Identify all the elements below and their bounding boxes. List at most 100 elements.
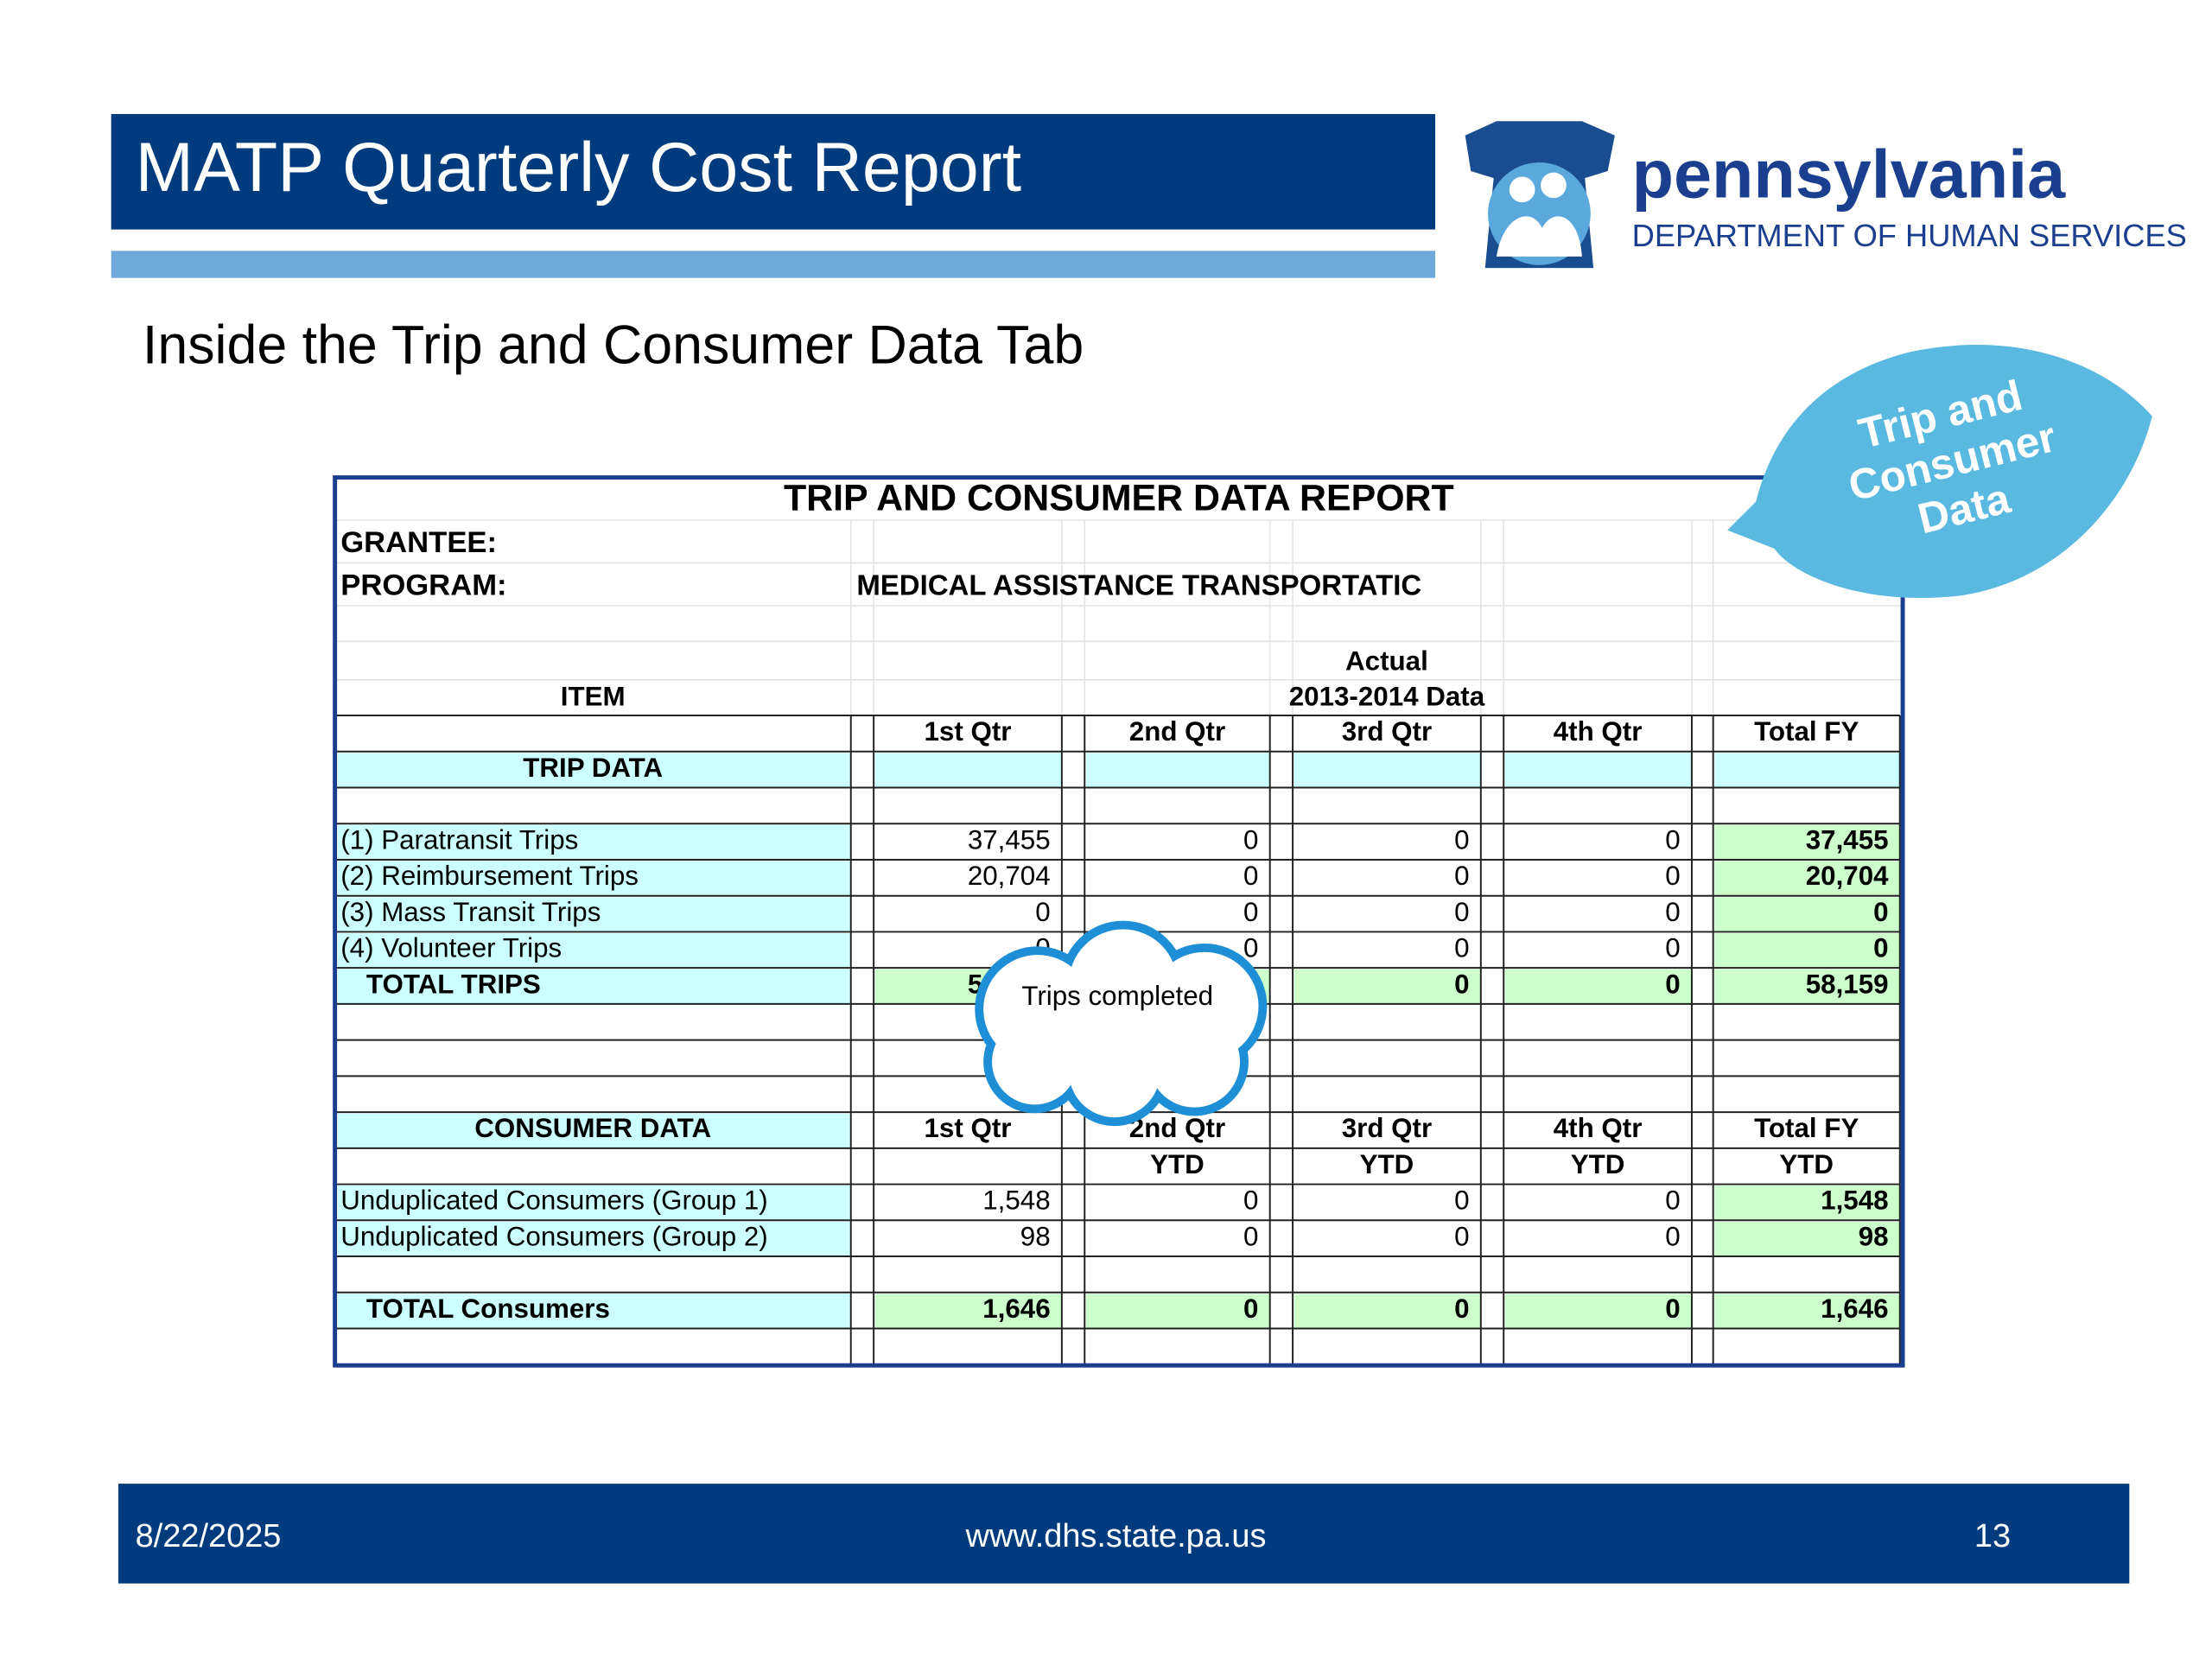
subtitle: Inside the Trip and Consumer Data Tab	[143, 315, 1084, 376]
cell-text: 1st Qtr	[925, 1113, 1012, 1143]
cell-text: 0	[1665, 1221, 1680, 1251]
cell-fill	[337, 861, 851, 896]
cell-text: Actual	[1345, 645, 1428, 676]
cloud-fill	[1054, 962, 1184, 1090]
cell-text: 98	[1020, 1221, 1051, 1251]
logo-name: pennsylvania	[1632, 136, 2067, 213]
cell-fill	[337, 933, 851, 969]
cell-fill	[874, 1294, 1062, 1329]
cell-text: 0	[1665, 861, 1680, 891]
table-title: TRIP AND CONSUMER DATA REPORT	[784, 477, 1454, 518]
cell-fill	[1714, 861, 1900, 896]
cell-text: 0	[1454, 897, 1469, 927]
cell-fill	[1504, 969, 1692, 1004]
logo-department: DEPARTMENT OF HUMAN SERVICES	[1632, 218, 2187, 253]
logo	[1465, 121, 1615, 269]
cell-text: Total FY	[1754, 716, 1859, 747]
cell-fill	[337, 969, 851, 1004]
cell-text: 20,704	[968, 861, 1051, 891]
cell-text: (4) Volunteer Trips	[340, 933, 562, 963]
cell-text: GRANTEE:	[340, 526, 497, 559]
cell-text: YTD	[1360, 1149, 1414, 1179]
cell-text: 0	[1243, 933, 1258, 963]
cell-text: 0	[1243, 1221, 1258, 1251]
cell-text: 2nd Qtr	[1129, 716, 1225, 747]
cell-text: 3rd Qtr	[1342, 1113, 1432, 1143]
cell-text: 0	[1665, 1185, 1680, 1216]
title-stripe	[111, 251, 1436, 278]
cell-text: 0	[1454, 861, 1469, 891]
cell-text: Total FY	[1754, 1113, 1859, 1143]
cell-text: 0	[1454, 1185, 1469, 1216]
cell-text: Unduplicated Consumers (Group 1)	[340, 1185, 768, 1216]
cell-text: TOTAL TRIPS	[366, 969, 541, 999]
cell-fill	[337, 1221, 851, 1257]
cell-text: 0	[1243, 1185, 1258, 1216]
cell-fill	[1714, 897, 1900, 932]
cell-text: 37,455	[968, 824, 1051, 855]
cell-fill	[1714, 1221, 1900, 1257]
cell-text: 20,704	[1806, 861, 1889, 891]
title-bar	[111, 113, 1436, 230]
cell-fill	[1085, 1294, 1270, 1329]
cell-text: 2nd Qtr	[1129, 1113, 1225, 1143]
cell-text: 4th Qtr	[1554, 716, 1643, 747]
cloud-text: Trips completed	[1021, 981, 1213, 1011]
cell-text: CONSUMER DATA	[474, 1113, 711, 1143]
cell-text: (3) Mass Transit Trips	[340, 897, 601, 927]
cell-text: TRIP DATA	[523, 753, 663, 783]
cell-text: 98	[1859, 1221, 1889, 1251]
cell-text: PROGRAM:	[340, 569, 506, 602]
cell-fill	[874, 753, 1062, 788]
cell-text: 0	[1243, 861, 1258, 891]
cell-text: YTD	[1779, 1149, 1834, 1179]
cell-fill	[337, 1294, 851, 1329]
cell-text: 0	[1454, 824, 1469, 855]
cell-fill	[1294, 753, 1481, 788]
footer-bar	[118, 1484, 2130, 1584]
cell-text: ITEM	[561, 682, 626, 712]
cell-fill	[337, 897, 851, 932]
cell-text: 0	[1665, 1294, 1680, 1324]
cell-fill	[1714, 969, 1900, 1004]
cell-fill	[337, 1113, 851, 1148]
cell-fill	[1714, 933, 1900, 969]
cell-text: 0	[1035, 897, 1050, 927]
cell-fill	[337, 1185, 851, 1221]
cell-fill	[1504, 753, 1692, 788]
footer-url: www.dhs.state.pa.us	[965, 1518, 1267, 1554]
cell-text: 1,646	[982, 1294, 1050, 1324]
cell-fill	[1294, 969, 1481, 1004]
cloud-fill	[992, 1019, 1078, 1105]
footer-page: 13	[1974, 1518, 2011, 1554]
cell-text: MEDICAL ASSISTANCE TRANSPORTATIC	[856, 569, 1421, 601]
cell-fill	[337, 753, 851, 788]
footer-date: 8/22/2025	[136, 1518, 282, 1554]
cell-text: 0	[1665, 897, 1680, 927]
cell-text: YTD	[1571, 1149, 1625, 1179]
cell-text: 0	[1454, 1294, 1469, 1324]
cell-text: (1) Paratransit Trips	[340, 824, 578, 855]
cell-fill	[1504, 1294, 1692, 1329]
cell-text: 2013-2014 Data	[1289, 682, 1485, 712]
cell-text: YTD	[1150, 1149, 1205, 1179]
cell-fill	[1714, 1185, 1900, 1221]
cloud-callout: Trips completed	[975, 920, 1268, 1127]
cell-text: 0	[1243, 824, 1258, 855]
cell-text: 1,548	[1821, 1185, 1888, 1216]
callout	[1727, 344, 2152, 598]
cell-text: TOTAL Consumers	[366, 1294, 610, 1324]
slide-title: MATP Quarterly Cost Report	[136, 129, 1021, 207]
cell-text: (2) Reimbursement Trips	[340, 861, 639, 891]
cell-fill	[1714, 753, 1900, 788]
cell-text: 1,646	[1821, 1294, 1888, 1324]
cell-text: 4th Qtr	[1554, 1113, 1643, 1143]
cell-text: Unduplicated Consumers (Group 2)	[340, 1221, 768, 1251]
cell-fill	[1085, 753, 1270, 788]
cell-text: 58,159	[1806, 969, 1889, 999]
cell-fill	[337, 824, 851, 860]
cell-fill	[1294, 1294, 1481, 1329]
cell-text: 0	[1454, 1221, 1469, 1251]
cell-text: 1,548	[982, 1185, 1050, 1216]
